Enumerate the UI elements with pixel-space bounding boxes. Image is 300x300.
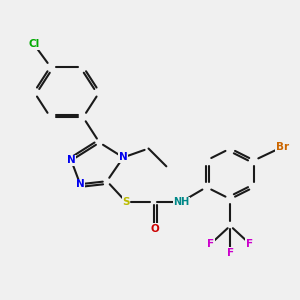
Text: F: F [246,238,253,249]
Text: N: N [119,152,128,162]
Text: N: N [76,179,85,189]
Text: Br: Br [276,142,289,152]
Text: F: F [207,238,214,249]
Text: O: O [150,224,159,234]
Text: N: N [67,155,76,165]
Text: S: S [122,197,130,207]
Text: F: F [227,248,234,257]
Text: NH: NH [173,197,189,207]
Text: Cl: Cl [28,40,40,50]
